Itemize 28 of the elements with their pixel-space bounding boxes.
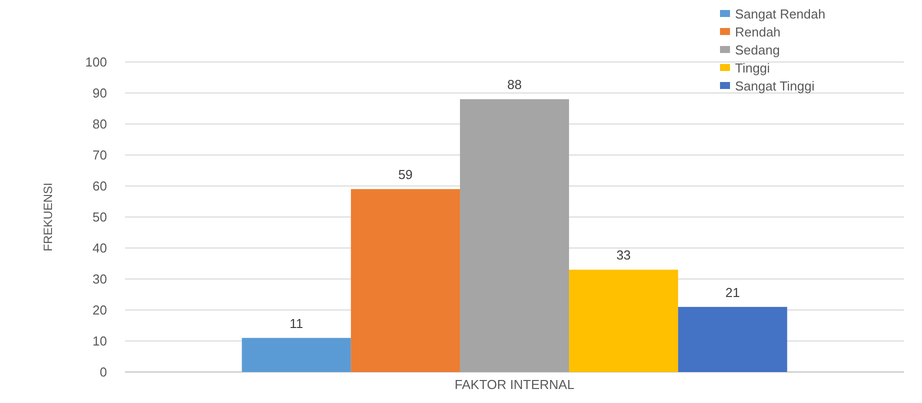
data-label: 88 [507, 77, 522, 92]
y-tick-label: 100 [85, 54, 107, 70]
bar [350, 189, 460, 372]
y-tick-label: 90 [92, 86, 107, 101]
data-label: 21 [725, 284, 740, 300]
data-label: 11 [290, 316, 304, 331]
bar [678, 306, 788, 372]
legend-label: Sangat Rendah [735, 6, 826, 22]
data-label: 59 [398, 167, 413, 182]
legend-label: Tinggi [735, 60, 770, 76]
y-tick-label: 20 [92, 302, 107, 318]
y-tick-label: 30 [92, 272, 107, 287]
bar [569, 270, 678, 372]
y-axis-title: FREKUENSI [41, 182, 55, 252]
y-tick-label: 50 [92, 210, 107, 225]
y-tick-label: 70 [92, 148, 107, 163]
y-tick-label: 80 [92, 116, 107, 132]
y-tick-label: 60 [92, 178, 107, 194]
data-label: 33 [616, 248, 631, 263]
x-tick-label: FAKTOR INTERNAL [454, 377, 574, 392]
bar [242, 338, 351, 372]
legend-label: Sangat Tinggi [735, 78, 815, 94]
legend-label: Sedang [735, 42, 780, 58]
bar [460, 99, 570, 372]
y-tick-label: 40 [92, 240, 107, 256]
legend-label: Rendah [735, 24, 781, 40]
y-tick-label: 10 [92, 334, 107, 349]
y-tick-label: 0 [100, 364, 107, 380]
